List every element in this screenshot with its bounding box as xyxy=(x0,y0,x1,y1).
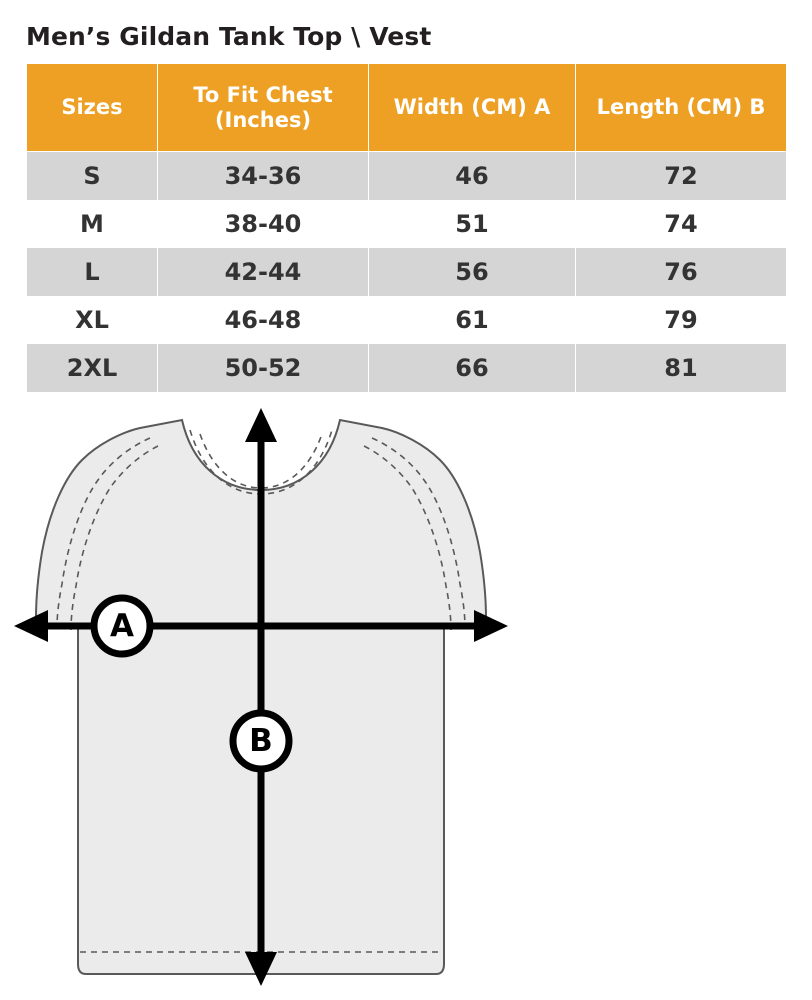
cell-chest: 38-40 xyxy=(157,200,369,248)
cell-size: S xyxy=(26,151,158,200)
marker-a-label: A xyxy=(110,608,134,644)
size-table: Sizes To Fit Chest (Inches) Width (CM) A… xyxy=(26,63,787,392)
neckline-stitch-inner xyxy=(199,433,323,489)
cell-width: 51 xyxy=(368,200,576,248)
table-header-row: Sizes To Fit Chest (Inches) Width (CM) A… xyxy=(26,63,787,152)
cell-chest: 50-52 xyxy=(157,344,369,392)
cell-length: 79 xyxy=(575,296,787,344)
cell-width: 61 xyxy=(368,296,576,344)
page-title: Men’s Gildan Tank Top \ Vest xyxy=(26,22,432,51)
cell-chest: 42-44 xyxy=(157,248,369,296)
column-header-chest: To Fit Chest (Inches) xyxy=(157,63,369,152)
left-armhole-stitch xyxy=(56,437,151,629)
column-header-length: Length (CM) B xyxy=(575,63,787,152)
cell-length: 74 xyxy=(575,200,787,248)
cell-size: M xyxy=(26,200,158,248)
table-body: S 34-36 46 72 M 38-40 51 74 L 42-44 56 7… xyxy=(26,151,787,392)
marker-b-label: B xyxy=(249,723,273,759)
table-row: M 38-40 51 74 xyxy=(26,200,787,248)
left-armhole-stitch-inner xyxy=(70,445,159,631)
cell-size: 2XL xyxy=(26,344,158,392)
table-row: L 42-44 56 76 xyxy=(26,248,787,296)
cell-size: XL xyxy=(26,296,158,344)
garment-diagram: A B xyxy=(0,404,812,1000)
cell-chest: 46-48 xyxy=(157,296,369,344)
cell-length: 81 xyxy=(575,344,787,392)
column-header-sizes: Sizes xyxy=(26,63,158,152)
length-arrow-b xyxy=(245,408,277,986)
cell-length: 76 xyxy=(575,248,787,296)
cell-width: 46 xyxy=(368,151,576,200)
cell-width: 66 xyxy=(368,344,576,392)
cell-chest: 34-36 xyxy=(157,151,369,200)
table-row: S 34-36 46 72 xyxy=(26,151,787,200)
table-row: 2XL 50-52 66 81 xyxy=(26,344,787,392)
cell-length: 72 xyxy=(575,151,787,200)
cell-size: L xyxy=(26,248,158,296)
marker-b: B xyxy=(229,709,293,773)
table-row: XL 46-48 61 79 xyxy=(26,296,787,344)
column-header-width: Width (CM) A xyxy=(368,63,576,152)
marker-a: A xyxy=(90,594,154,658)
right-armhole-stitch xyxy=(371,437,466,629)
right-armhole-stitch-inner xyxy=(363,445,452,631)
table-header: Sizes To Fit Chest (Inches) Width (CM) A… xyxy=(26,63,787,152)
cell-width: 56 xyxy=(368,248,576,296)
